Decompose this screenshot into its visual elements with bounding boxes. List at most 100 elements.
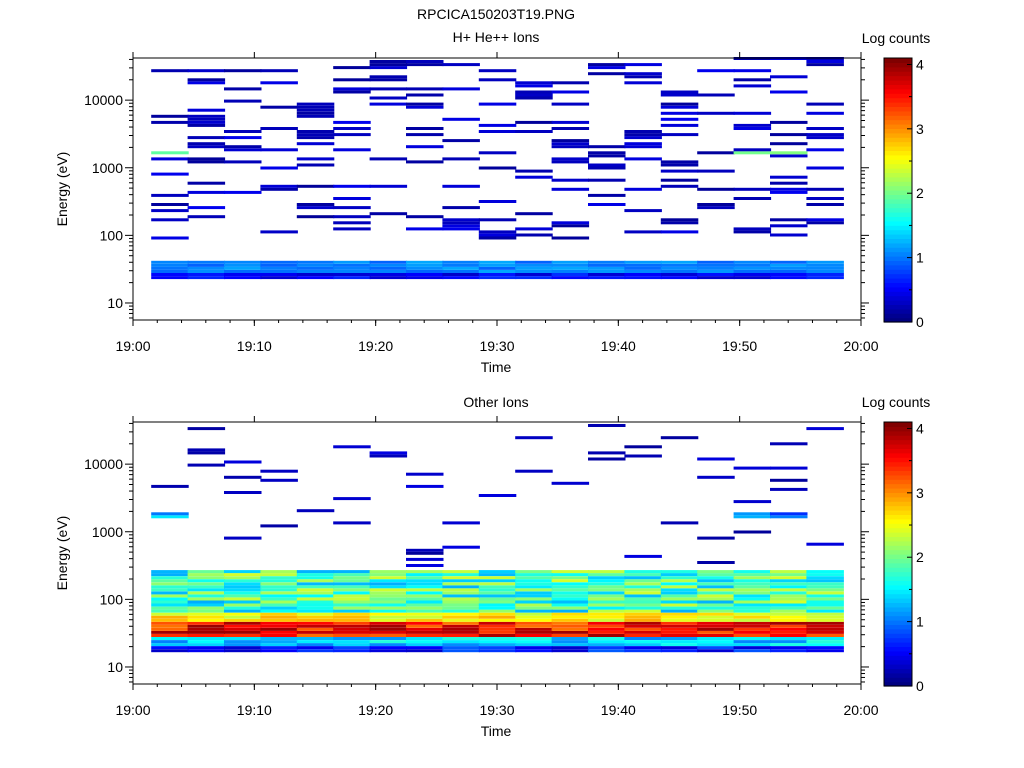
- heatmap-cell: [296, 634, 335, 637]
- heatmap-cell: [369, 609, 408, 613]
- heatmap-cell: [770, 640, 808, 644]
- colorbar-segment: [884, 190, 912, 195]
- heatmap-cell: [406, 594, 444, 598]
- heatmap-cell: [478, 276, 517, 280]
- colorbar-segment: [884, 168, 912, 173]
- heatmap-cell: [333, 630, 371, 634]
- heatmap-cell: [515, 81, 553, 85]
- colorbar-segment: [884, 672, 912, 678]
- heatmap-cell: [770, 273, 808, 276]
- heatmap-cell: [406, 588, 444, 592]
- colorbar-segment: [884, 598, 912, 603]
- x-tick-label: 19:50: [722, 338, 757, 354]
- heatmap-cell: [770, 190, 808, 194]
- colorbar-segment: [884, 300, 912, 305]
- colorbar-segment: [884, 150, 912, 156]
- heatmap-cell: [260, 606, 298, 610]
- heatmap-cell: [806, 585, 844, 589]
- colorbar-segment: [884, 518, 912, 524]
- heatmap-cell: [369, 451, 408, 455]
- heatmap-cell: [442, 597, 480, 601]
- heatmap-cell: [660, 612, 699, 616]
- heatmap-cell: [442, 634, 480, 637]
- colorbar-segment: [884, 115, 912, 121]
- heatmap-cell: [187, 588, 226, 592]
- heatmap-cell: [406, 570, 444, 574]
- heatmap-cell: [588, 273, 626, 276]
- heatmap-cell: [515, 597, 553, 601]
- heatmap-cell: [224, 475, 262, 479]
- heatmap-cell: [624, 273, 662, 276]
- heatmap-cell: [442, 582, 480, 586]
- heatmap-cell: [296, 582, 335, 586]
- heatmap-cell: [624, 573, 662, 577]
- heatmap-cell: [333, 609, 371, 613]
- heatmap-cell: [770, 594, 808, 598]
- heatmap-cell: [369, 637, 408, 640]
- heatmap-cell: [660, 184, 699, 188]
- heatmap-cell: [660, 624, 699, 628]
- heatmap-cell: [697, 576, 735, 580]
- colorbar-segment: [884, 97, 912, 103]
- colorbar-tick-label: 0: [916, 678, 924, 694]
- heatmap-cell: [151, 218, 189, 222]
- heatmap-cell: [660, 615, 699, 619]
- heatmap-cell: [515, 649, 553, 653]
- heatmap-cell: [697, 624, 735, 628]
- heatmap-cell: [515, 618, 553, 622]
- heatmap-cell: [624, 72, 662, 76]
- heatmap-cell: [660, 436, 699, 440]
- heatmap-cell: [260, 524, 298, 528]
- heatmap-cell: [806, 640, 844, 644]
- heatmap-cell: [806, 615, 844, 619]
- heatmap-cell: [660, 588, 699, 592]
- heatmap-cell: [224, 637, 262, 640]
- heatmap-cell: [733, 615, 772, 619]
- heatmap-cell: [733, 634, 772, 637]
- heatmap-cell: [770, 133, 808, 137]
- heatmap-cell: [697, 603, 735, 607]
- heatmap-cell: [296, 570, 335, 574]
- heatmap-cell: [660, 579, 699, 583]
- colorbar-segment: [884, 58, 912, 63]
- heatmap-cell: [624, 627, 662, 631]
- heatmap-cell: [697, 640, 735, 644]
- heatmap-cell: [442, 612, 480, 616]
- heatmap-cell: [588, 270, 626, 273]
- heatmap-cell: [551, 120, 590, 124]
- heatmap-cell: [151, 606, 189, 610]
- heatmap-cell: [478, 270, 517, 273]
- heatmap-cells: [151, 424, 844, 653]
- heatmap-cell: [187, 142, 226, 146]
- heatmap-cell: [770, 515, 808, 519]
- heatmap-cell: [187, 612, 226, 616]
- heatmap-cell: [733, 597, 772, 601]
- heatmap-cell: [333, 215, 371, 219]
- heatmap-cell: [151, 624, 189, 628]
- heatmap-cell: [333, 260, 371, 264]
- heatmap-cell: [224, 579, 262, 583]
- heatmap-cell: [770, 621, 808, 625]
- heatmap-cell: [369, 615, 408, 619]
- heatmap-cell: [551, 102, 590, 106]
- heatmap-cell: [551, 640, 590, 644]
- heatmap-cell: [733, 621, 772, 625]
- colorbar-segment: [884, 229, 912, 235]
- heatmap-cell: [551, 576, 590, 580]
- heatmap-cell: [770, 591, 808, 595]
- heatmap-cell: [478, 166, 517, 170]
- heatmap-cell: [806, 618, 844, 622]
- heatmap-cell: [406, 597, 444, 601]
- heatmap-cell: [296, 594, 335, 598]
- heatmap-cell: [515, 585, 553, 589]
- heatmap-cell: [333, 612, 371, 616]
- heatmap-cell: [806, 603, 844, 607]
- heatmap-cell: [660, 630, 699, 634]
- heatmap-cell: [478, 273, 517, 276]
- heatmap-cell: [187, 576, 226, 580]
- colorbar-segment: [884, 435, 912, 441]
- heatmap-cell: [406, 127, 444, 130]
- heatmap-cell: [806, 276, 844, 280]
- heatmap-cell: [770, 624, 808, 628]
- heatmap-cell: [369, 643, 408, 647]
